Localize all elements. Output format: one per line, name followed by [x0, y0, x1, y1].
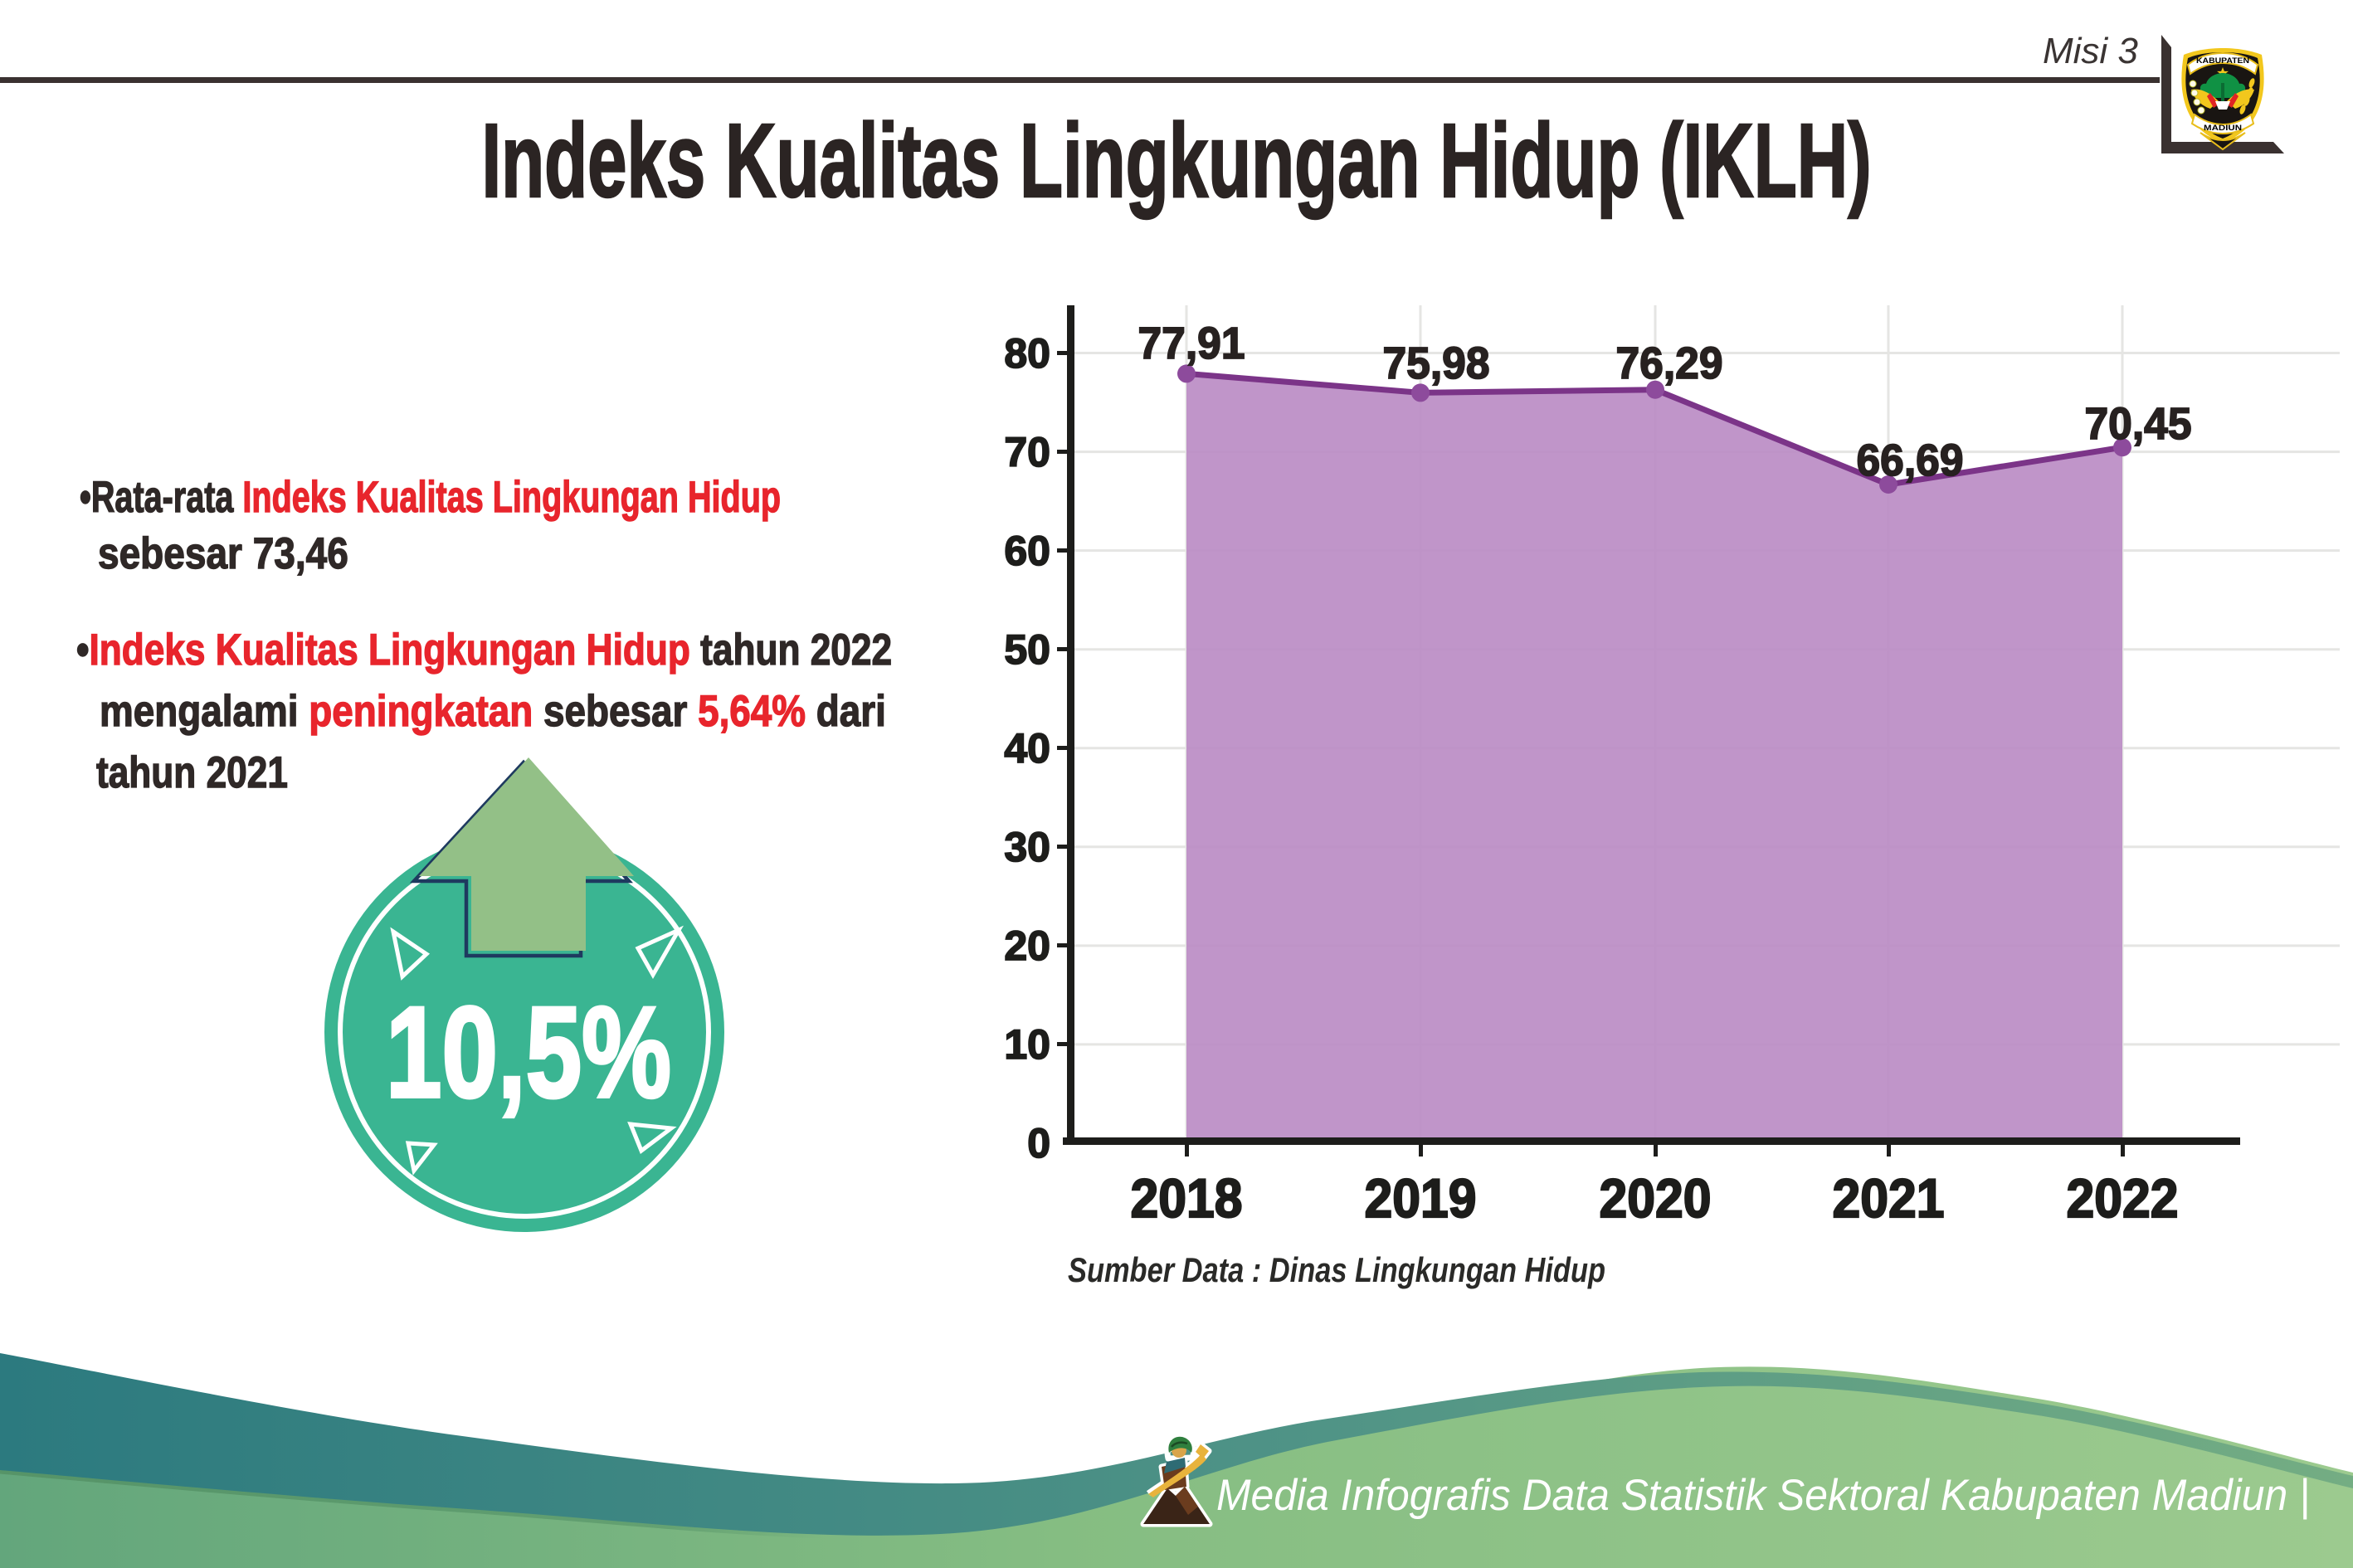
- svg-text:2020: 2020: [1600, 1167, 1712, 1229]
- svg-text:66,69: 66,69: [1857, 436, 1964, 485]
- svg-text:80: 80: [1004, 330, 1050, 377]
- svg-text:2019: 2019: [1365, 1167, 1477, 1229]
- svg-text:KABUPATEN: KABUPATEN: [2196, 56, 2249, 66]
- svg-text:30: 30: [1004, 824, 1050, 870]
- svg-text:50: 50: [1004, 626, 1050, 673]
- svg-text:20: 20: [1004, 923, 1050, 969]
- svg-text:75,98: 75,98: [1383, 338, 1490, 388]
- svg-text:10,5%: 10,5%: [386, 981, 671, 1125]
- svg-text:40: 40: [1004, 725, 1050, 772]
- svg-text:Media Infografis Data Statisti: Media Infografis Data Statistik Sektoral…: [1216, 1471, 2310, 1520]
- svg-text:2018: 2018: [1131, 1167, 1243, 1229]
- svg-text:Sumber Data : Dinas Lingkungan: Sumber Data : Dinas Lingkungan Hidup: [1068, 1250, 1605, 1289]
- svg-text:2021: 2021: [1833, 1167, 1945, 1229]
- svg-text:0: 0: [1027, 1120, 1050, 1166]
- svg-text:2022: 2022: [2067, 1167, 2179, 1229]
- svg-text:77,91: 77,91: [1138, 319, 1245, 368]
- svg-text:10: 10: [1004, 1021, 1050, 1068]
- svg-text:MADIUN: MADIUN: [2204, 124, 2242, 133]
- svg-text:70: 70: [1004, 429, 1050, 475]
- svg-text:70,45: 70,45: [2085, 399, 2192, 449]
- svg-text:60: 60: [1004, 528, 1050, 574]
- svg-text:76,29: 76,29: [1616, 338, 1723, 388]
